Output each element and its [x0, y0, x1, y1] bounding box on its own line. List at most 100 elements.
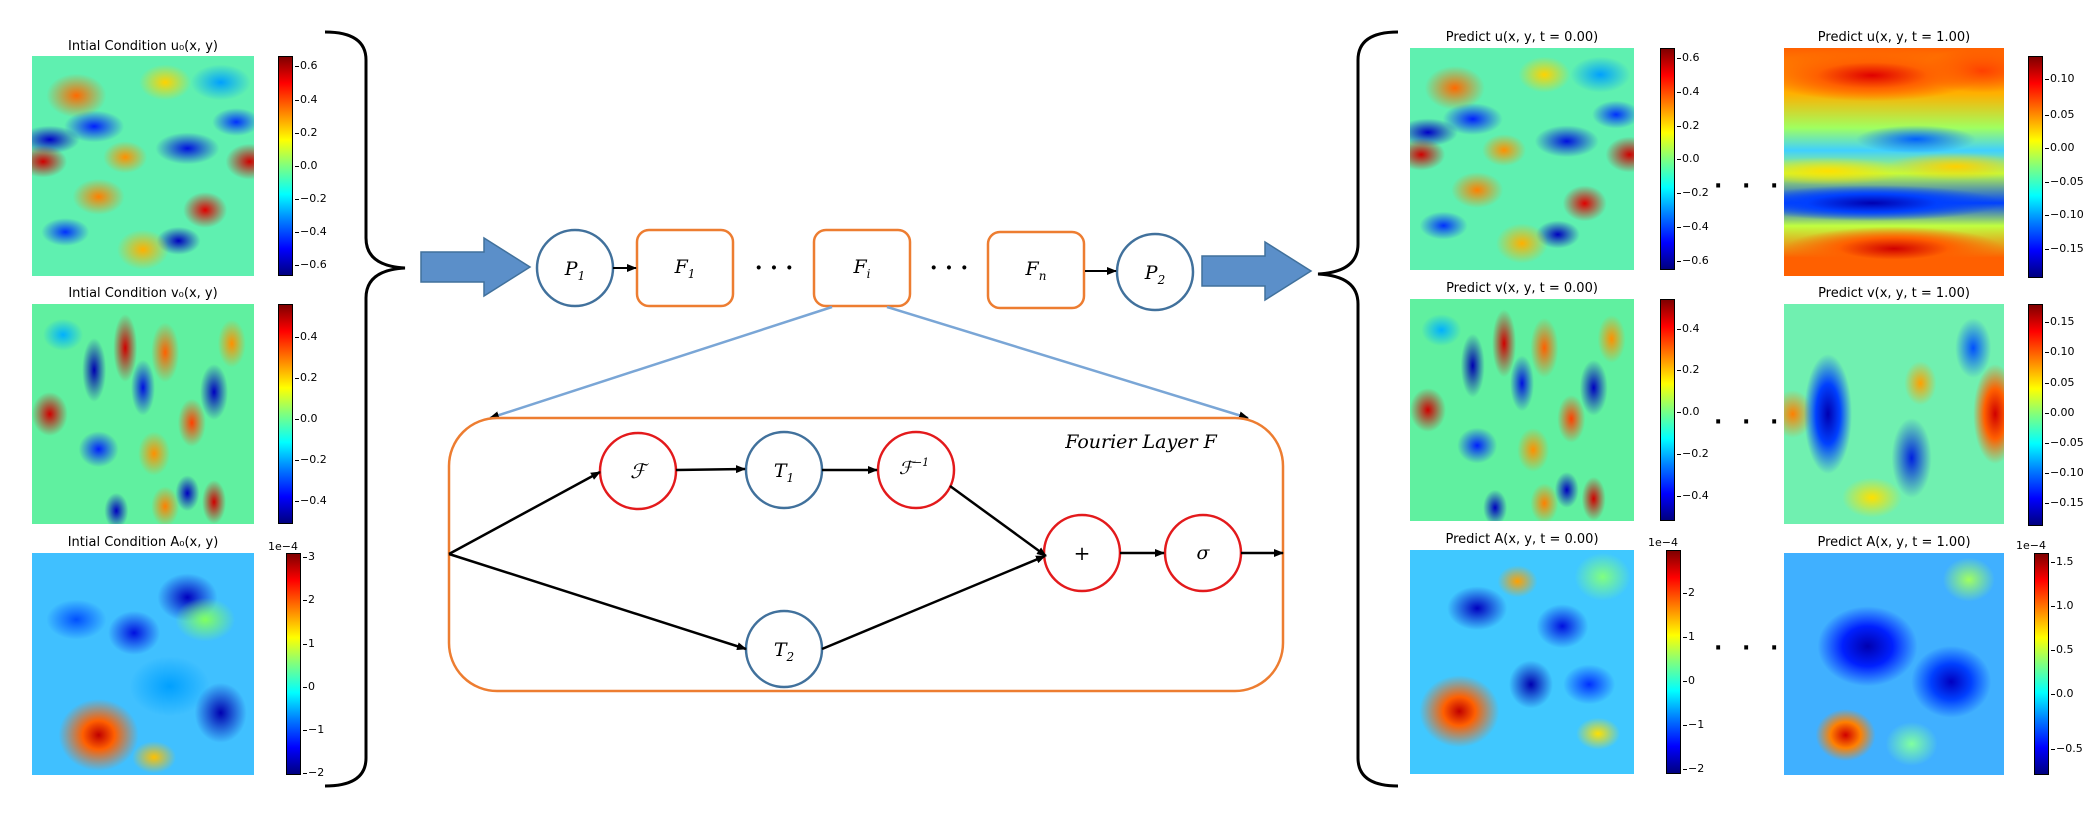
input-u0-colorbar [278, 56, 293, 276]
p1-node [535, 228, 615, 308]
colorbar-tick: 0.2 [295, 126, 318, 139]
input-a0-colorbar [286, 553, 301, 775]
input-v0-title: Intial Condition v₀(x, y) [68, 286, 218, 301]
t2-to-plus-edge [821, 554, 1046, 651]
colorbar-tick: 0.10 [2045, 345, 2075, 358]
colorbar-tick: 0.00 [2045, 141, 2075, 154]
fi-label: Fi [852, 256, 870, 281]
colorbar-tick: −0.6 [295, 258, 327, 271]
fn-box [986, 230, 1086, 310]
colorbar-tick: 0.5 [2051, 643, 2074, 656]
colorbar-tick: 2 [1683, 586, 1695, 599]
input-v0-heatmap [32, 304, 254, 524]
output-u-t1-colorbar [2028, 56, 2043, 278]
output-v-t1-colorbar [2028, 304, 2043, 526]
ellipsis-right: · · · [930, 255, 968, 281]
fi-box [812, 228, 912, 308]
colorbar-tick: 2 [303, 593, 315, 606]
colorbar-tick: 0.05 [2045, 108, 2075, 121]
output-u-t0-title: Predict u(x, y, t = 0.00) [1445, 30, 1599, 45]
colorbar-tick: −0.10 [2045, 208, 2084, 221]
colorbar-tick: 0 [1683, 674, 1695, 687]
output-v-t0-colorbar [1660, 299, 1675, 521]
colorbar-tick: −0.2 [1677, 447, 1709, 460]
colorbar-tick: −0.2 [295, 453, 327, 466]
colorbar-tick: 0.4 [1677, 322, 1700, 335]
colorbar-tick: 0.2 [1677, 363, 1700, 376]
input-u0-title: Intial Condition u₀(x, y) [68, 39, 218, 54]
colorbar-tick: −0.15 [2045, 496, 2084, 509]
input-a0-title: Intial Condition A₀(x, y) [67, 535, 219, 550]
ifft-to-plus-edge [949, 484, 1047, 558]
fft-node [598, 431, 678, 511]
fourier-layer-title: Fourier Layer F [1064, 431, 1217, 453]
fourier-layer-box [447, 416, 1285, 693]
input-v0-colorbar [278, 304, 293, 524]
plus-label: + [1074, 541, 1091, 565]
input-a0-colorbar-exponent: 1e−4 [268, 540, 298, 553]
input-to-t2-edge [448, 552, 747, 651]
colorbar-tick: −0.4 [1677, 489, 1709, 502]
colorbar-tick: −1 [1682, 718, 1705, 731]
input-a0-heatmap [32, 553, 254, 775]
output-u-t1-heatmap [1784, 48, 2004, 276]
t2-label: T2 [774, 639, 794, 664]
colorbar-tick: −0.05 [2045, 436, 2084, 449]
output-a-t1-title: Predict A(x, y, t = 1.00) [1817, 535, 1971, 550]
colorbar-tick: −0.4 [295, 225, 327, 238]
ellipsis-left: · · · [755, 255, 793, 281]
sigma-label: σ [1197, 542, 1211, 564]
time-ellipsis-u: · · · [1714, 174, 1785, 199]
colorbar-tick: 1 [303, 637, 315, 650]
colorbar-tick: 0.0 [2051, 687, 2074, 700]
colorbar-tick: −1 [302, 723, 325, 736]
colorbar-tick: 0.4 [1677, 85, 1700, 98]
output-v-t1-title: Predict v(x, y, t = 1.00) [1818, 286, 1970, 301]
colorbar-tick: 0 [303, 680, 315, 693]
colorbar-tick: 0.00 [2045, 406, 2075, 419]
colorbar-tick: 0.4 [295, 93, 318, 106]
colorbar-tick: −0.5 [2051, 742, 2083, 755]
colorbar-tick: 0.0 [295, 412, 318, 425]
input-to-fft-edge [448, 470, 601, 556]
colorbar-tick: −0.15 [2045, 242, 2084, 255]
left-brace [324, 30, 406, 788]
colorbar-tick: −0.4 [295, 494, 327, 507]
colorbar-tick: −2 [302, 766, 325, 779]
fft-to-t1-edge [675, 465, 746, 474]
colorbar-tick: −0.10 [2045, 466, 2084, 479]
colorbar-tick: −0.6 [1677, 254, 1709, 267]
colorbar-tick: 1 [1683, 630, 1695, 643]
colorbar-tick: 0.0 [1677, 405, 1700, 418]
colorbar-tick: −0.2 [1677, 186, 1709, 199]
colorbar-tick: 0.10 [2045, 72, 2075, 85]
colorbar-tick: 3 [303, 550, 315, 563]
p1-label: P1 [564, 258, 585, 283]
colorbar-tick: 0.2 [295, 371, 318, 384]
input-u0-heatmap [32, 56, 254, 276]
colorbar-tick: 1.5 [2051, 555, 2074, 568]
output-u-t1-title: Predict u(x, y, t = 1.00) [1817, 30, 1971, 45]
input-arrow [420, 236, 532, 298]
output-a-t0-title: Predict A(x, y, t = 0.00) [1445, 532, 1599, 547]
colorbar-tick: −2 [1682, 762, 1705, 775]
f1-label: F1 [674, 256, 696, 281]
output-v-t0-heatmap [1410, 299, 1634, 521]
output-arrow [1201, 240, 1313, 302]
f1-box [635, 228, 735, 308]
output-a-t1-heatmap [1784, 553, 2004, 775]
colorbar-tick: 0.4 [295, 330, 318, 343]
output-v-t0-title: Predict v(x, y, t = 0.00) [1446, 281, 1598, 296]
zoom-connector-left [489, 305, 833, 420]
right-brace [1317, 30, 1399, 788]
output-v-t1-heatmap [1784, 304, 2004, 524]
colorbar-tick: −0.05 [2045, 175, 2084, 188]
colorbar-tick: −0.4 [1677, 220, 1709, 233]
zoom-connector-right [886, 305, 1249, 420]
colorbar-tick: 0.0 [295, 159, 318, 172]
colorbar-tick: 0.05 [2045, 376, 2075, 389]
ifft-label: ℱ−1 [899, 456, 929, 479]
time-ellipsis-v: · · · [1714, 410, 1785, 435]
p2-node [1115, 232, 1195, 312]
output-a-t0-heatmap [1410, 550, 1634, 774]
